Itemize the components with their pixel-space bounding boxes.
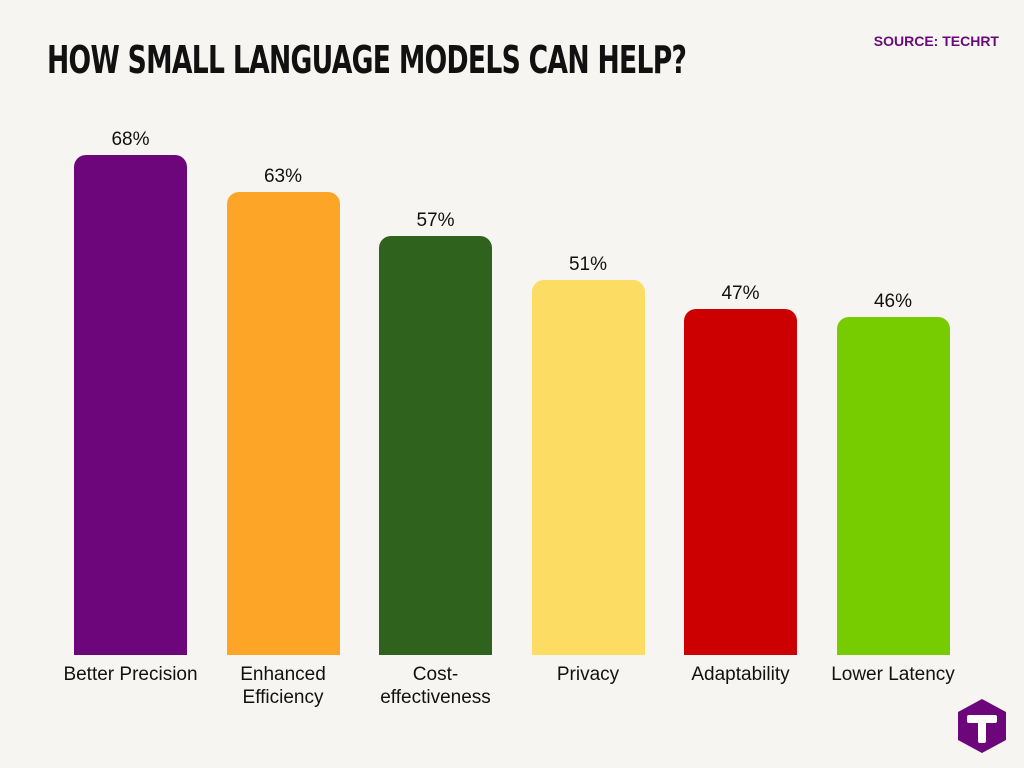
category-label: Lower Latency [818, 663, 968, 686]
category-label-line: Enhanced [240, 664, 326, 685]
value-label: 63% [263, 165, 303, 187]
value-label: 57% [416, 209, 455, 231]
category-label-line: Adaptability [691, 664, 790, 685]
category-label: Better Precision [56, 663, 206, 686]
source-label: SOURCE: TECHRT [873, 33, 999, 49]
category-label: Adaptability [666, 663, 816, 686]
category-label: Enhanced Efficiency [208, 663, 358, 709]
bar-1 [74, 155, 187, 655]
category-label: Cost-effectiveness [361, 663, 511, 709]
bar-5 [684, 309, 797, 655]
bar-6 [836, 316, 950, 655]
value-label: 46% [873, 290, 913, 312]
value-label: 68% [111, 129, 150, 150]
value-label: 47% [721, 283, 760, 305]
category-label-line: Lower Latency [831, 664, 955, 685]
bar-3 [379, 235, 492, 655]
value-label: 51% [568, 254, 608, 275]
category-label-line: Privacy [556, 664, 620, 685]
category-label: Privacy [513, 663, 663, 686]
techrt-logo-icon [958, 699, 1006, 753]
category-label-line: effectiveness [380, 687, 491, 708]
chart-title: HOW SMALL LANGUAGE MODELS CAN HELP? [47, 38, 687, 82]
category-label-line: Better Precision [63, 664, 198, 685]
category-label-line: Cost- [412, 664, 459, 685]
bar-4 [531, 280, 645, 655]
category-label-line: Efficiency [242, 687, 324, 708]
bar-2 [226, 191, 340, 655]
